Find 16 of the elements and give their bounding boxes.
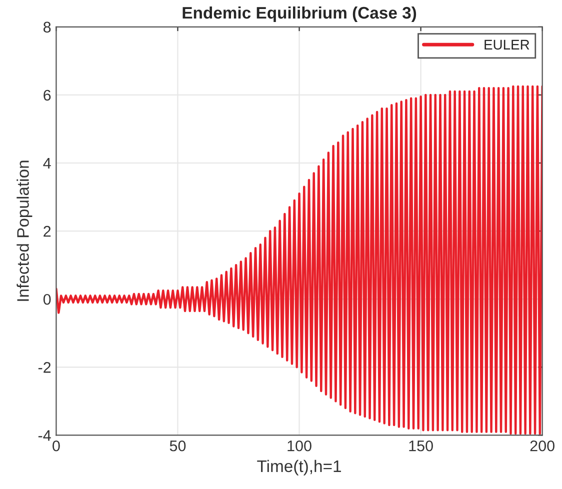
- y-tick-label: -2: [38, 362, 51, 373]
- legend-label: EULER: [484, 40, 530, 50]
- chart-title: Endemic Equilibrium (Case 3): [182, 6, 416, 22]
- y-tick-label: -4: [38, 430, 51, 441]
- y-axis-title: Infected Population: [16, 160, 32, 301]
- y-tick-label: 2: [44, 226, 51, 237]
- y-tick-label: 8: [44, 22, 51, 33]
- x-axis-title: Time(t),h=1: [257, 460, 341, 476]
- x-tick-label: 0: [52, 440, 60, 452]
- y-tick-label: 0: [43, 294, 51, 305]
- y-tick-label: 4: [43, 158, 51, 169]
- x-tick-label: 100: [288, 440, 312, 452]
- x-tick-label: 200: [530, 440, 554, 452]
- x-tick-label: 50: [170, 440, 186, 452]
- y-tick-label: 6: [44, 90, 51, 101]
- x-tick-label: 150: [409, 440, 433, 452]
